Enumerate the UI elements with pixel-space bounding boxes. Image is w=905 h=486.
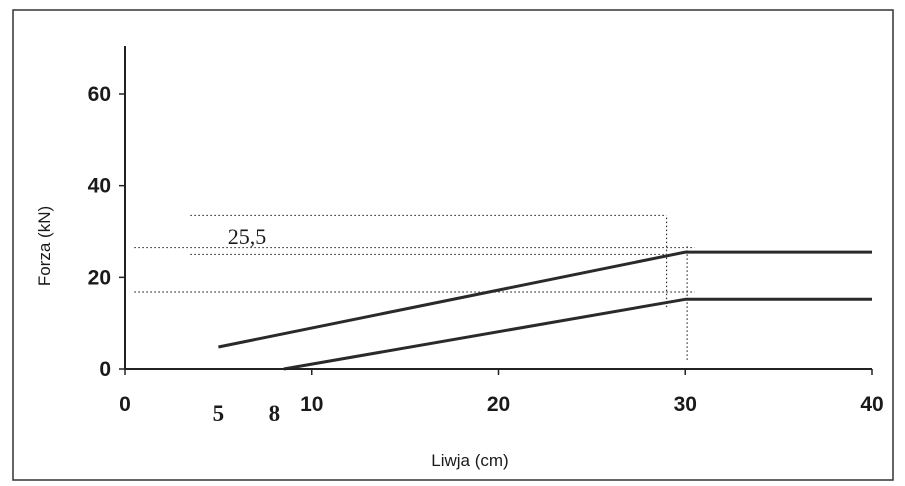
y-ticks: 0 20 40 60 [88,83,125,381]
reference-lines [134,214,695,360]
y-tick-label: 60 [88,83,111,106]
x-tick-label: 20 [487,393,510,416]
y-axis-title: Forza (kN) [35,206,54,286]
series-line-2 [283,297,872,371]
x-tick-label: 0 [119,393,131,416]
annotation-label: 25,5 [228,224,267,249]
extra-x-label: 5 [213,401,225,426]
y-tick-label: 0 [99,358,111,381]
extra-x-label: 8 [269,401,281,426]
x-axis-title: Liwja (cm) [431,451,508,470]
y-tick-label: 40 [88,175,111,198]
chart-frame [12,9,894,481]
x-tick-label: 30 [674,393,697,416]
series-group [218,250,872,371]
x-ticks: 0 10 20 30 40 [119,369,884,416]
series-line-1 [218,250,872,349]
x-tick-label: 40 [860,393,883,416]
y-tick-label: 20 [88,266,111,289]
x-tick-label: 10 [300,393,323,416]
annotations: 25,5 [228,224,267,249]
